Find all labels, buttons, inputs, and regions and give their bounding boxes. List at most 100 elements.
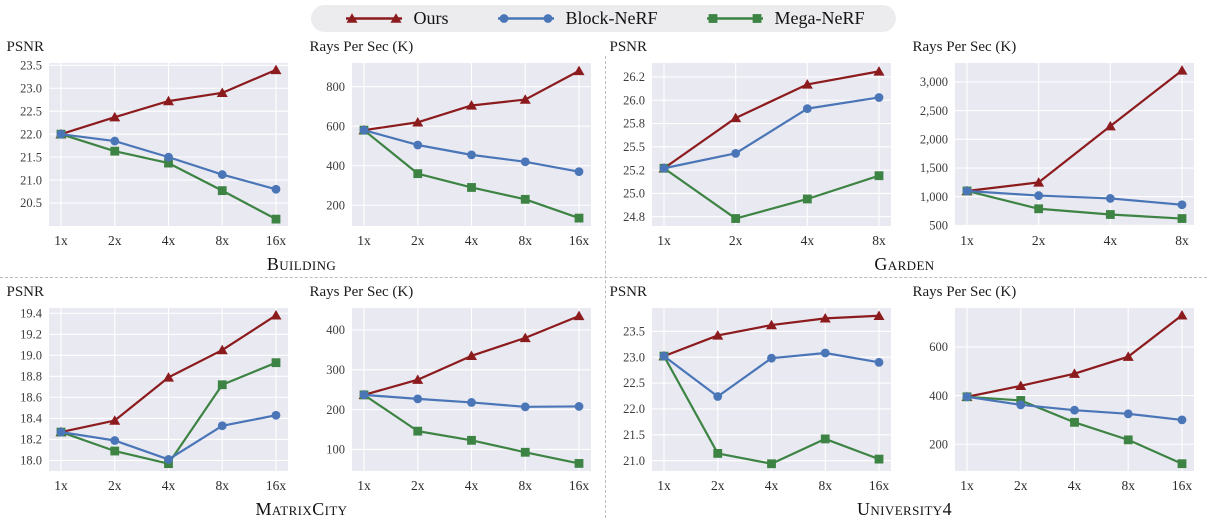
svg-text:500: 500 xyxy=(929,219,948,233)
svg-text:2,000: 2,000 xyxy=(919,133,947,147)
legend-item-mega-nerf: Mega-NeRF xyxy=(704,8,865,28)
axis-title-garden-psnr: PSNR xyxy=(609,39,648,55)
legend-label-block-nerf: Block-NeRF xyxy=(565,8,658,28)
svg-text:4x: 4x xyxy=(800,233,814,248)
svg-text:22.0: 22.0 xyxy=(20,127,42,141)
plot-matrixcity-psnr: 18.0 18.2 18.4 18.6 18.8 19.0 19.2 19.4 1x 2x 4x 8x… xyxy=(3,302,298,498)
plot-university4-psnr: 21.0 21.5 22.0 22.5 23.0 23.5 1x 2x 4x 8x 16x xyxy=(606,302,901,498)
bottom-row: PSNR 18.0 18.2 18.4 18.6 18.8 19.0 19.2 19.4 1x 2… xyxy=(0,283,1207,522)
svg-text:21.5: 21.5 xyxy=(623,428,645,442)
svg-text:400: 400 xyxy=(326,159,345,173)
horizontal-dashed-divider xyxy=(0,277,1207,278)
svg-text:2x: 2x xyxy=(411,233,425,248)
axis-title-university4-psnr: PSNR xyxy=(609,284,648,300)
svg-text:8x: 8x xyxy=(518,233,532,248)
svg-text:2x: 2x xyxy=(711,478,725,493)
scene-caption-building: Building xyxy=(266,254,337,274)
plot-garden-rays: 500 1,000 1,500 2,000 2,500 3,000 1x 2x 4x 8x xyxy=(909,57,1204,253)
svg-text:2x: 2x xyxy=(728,233,742,248)
svg-text:25.0: 25.0 xyxy=(623,187,645,201)
svg-text:16x: 16x xyxy=(568,233,589,248)
svg-text:18.4: 18.4 xyxy=(20,412,43,426)
legend-item-ours: Ours xyxy=(343,8,449,28)
svg-text:16x: 16x xyxy=(265,233,286,248)
svg-text:23.0: 23.0 xyxy=(20,81,42,95)
svg-text:18.2: 18.2 xyxy=(20,433,42,447)
chart-garden-psnr: PSNR 24.8 25.0 25.2 25.5 25.8 26.0 26.2 1x 2x 4x 8… xyxy=(606,38,901,253)
axis-title-matrixcity-psnr: PSNR xyxy=(6,284,45,300)
svg-text:25.5: 25.5 xyxy=(623,140,645,154)
plot-garden-psnr: 24.8 25.0 25.2 25.5 25.8 26.0 26.2 1x 2x 4x 8x xyxy=(606,57,901,253)
svg-text:100: 100 xyxy=(326,443,345,457)
group-matrixcity: PSNR 18.0 18.2 18.4 18.6 18.8 19.0 19.2 19.4 1x 2… xyxy=(0,283,603,522)
chart-building-rays: Rays Per Sec (K) 200 400 600 800 1x 2x 4x 8x 16x xyxy=(306,38,601,253)
scene-caption-matrixcity: MatrixCity xyxy=(255,499,348,519)
plot-university4-rays: 200 400 600 1x 2x 4x 8x 16x xyxy=(909,302,1204,498)
svg-text:21.0: 21.0 xyxy=(623,454,645,468)
svg-text:20.5: 20.5 xyxy=(20,196,42,210)
top-row: PSNR 20.5 21.0 21.5 22.0 22.5 23.0 23.5 1x 2x 4x 8… xyxy=(0,38,1207,277)
legend-label-mega-nerf: Mega-NeRF xyxy=(774,8,865,28)
svg-text:2x: 2x xyxy=(411,478,425,493)
svg-text:2x: 2x xyxy=(108,478,122,493)
mega-nerf-square-line-icon xyxy=(704,10,766,27)
svg-text:1x: 1x xyxy=(357,478,371,493)
svg-text:24.8: 24.8 xyxy=(623,210,645,224)
svg-text:1x: 1x xyxy=(657,478,671,493)
ours-triangle-line-icon xyxy=(343,10,405,27)
svg-text:600: 600 xyxy=(929,340,948,354)
svg-text:18.6: 18.6 xyxy=(20,391,42,405)
svg-text:1x: 1x xyxy=(54,233,68,248)
svg-text:21.5: 21.5 xyxy=(20,150,42,164)
chart-matrixcity-psnr: PSNR 18.0 18.2 18.4 18.6 18.8 19.0 19.2 19.4 1x 2… xyxy=(3,283,298,498)
svg-text:1x: 1x xyxy=(960,478,974,493)
svg-text:19.4: 19.4 xyxy=(20,306,43,320)
group-garden: PSNR 24.8 25.0 25.2 25.5 25.8 26.0 26.2 1x 2x 4x 8… xyxy=(603,38,1206,277)
chart-university4-rays: Rays Per Sec (K) 200 400 600 1x 2x 4x 8x 16x xyxy=(909,283,1204,498)
svg-text:1x: 1x xyxy=(657,233,671,248)
svg-text:1,000: 1,000 xyxy=(919,190,947,204)
axis-title-matrixcity-rays: Rays Per Sec (K) xyxy=(309,284,414,300)
svg-text:26.2: 26.2 xyxy=(623,70,645,84)
legend: Ours Block-NeRF Mega-NeRF xyxy=(310,5,897,32)
svg-text:19.2: 19.2 xyxy=(20,327,42,341)
svg-text:200: 200 xyxy=(326,198,345,212)
svg-text:4x: 4x xyxy=(161,478,175,493)
svg-text:4x: 4x xyxy=(464,478,478,493)
svg-text:22.0: 22.0 xyxy=(623,402,645,416)
svg-text:25.2: 25.2 xyxy=(623,163,645,177)
svg-text:800: 800 xyxy=(326,80,345,94)
block-nerf-circle-line-icon xyxy=(495,10,557,27)
svg-text:4x: 4x xyxy=(464,233,478,248)
svg-text:200: 200 xyxy=(326,403,345,417)
svg-text:8x: 8x xyxy=(1175,233,1189,248)
svg-text:22.5: 22.5 xyxy=(623,376,645,390)
legend-label-ours: Ours xyxy=(413,8,449,28)
svg-text:25.8: 25.8 xyxy=(623,117,645,131)
svg-text:19.0: 19.0 xyxy=(20,349,42,363)
svg-text:4x: 4x xyxy=(1103,233,1117,248)
scene-caption-garden: Garden xyxy=(874,254,935,274)
svg-text:400: 400 xyxy=(929,389,948,403)
svg-text:23.5: 23.5 xyxy=(20,58,42,72)
svg-text:23.5: 23.5 xyxy=(623,324,645,338)
svg-text:4x: 4x xyxy=(161,233,175,248)
svg-text:8x: 8x xyxy=(215,233,229,248)
svg-text:18.8: 18.8 xyxy=(20,370,42,384)
svg-text:16x: 16x xyxy=(568,478,589,493)
legend-item-block-nerf: Block-NeRF xyxy=(495,8,658,28)
chart-matrixcity-rays: Rays Per Sec (K) 100 200 300 400 1x 2x 4x 8x 16x xyxy=(306,283,601,498)
svg-text:1x: 1x xyxy=(357,233,371,248)
svg-text:21.0: 21.0 xyxy=(20,173,42,187)
scene-caption-university4: University4 xyxy=(856,499,952,519)
svg-text:2x: 2x xyxy=(1031,233,1045,248)
vertical-dashed-divider xyxy=(605,56,606,518)
svg-text:8x: 8x xyxy=(215,478,229,493)
svg-text:2x: 2x xyxy=(1014,478,1028,493)
svg-text:600: 600 xyxy=(326,119,345,133)
axis-title-university4-rays: Rays Per Sec (K) xyxy=(912,284,1017,300)
svg-text:1x: 1x xyxy=(54,478,68,493)
svg-text:1,500: 1,500 xyxy=(919,161,947,175)
svg-text:200: 200 xyxy=(929,437,948,451)
